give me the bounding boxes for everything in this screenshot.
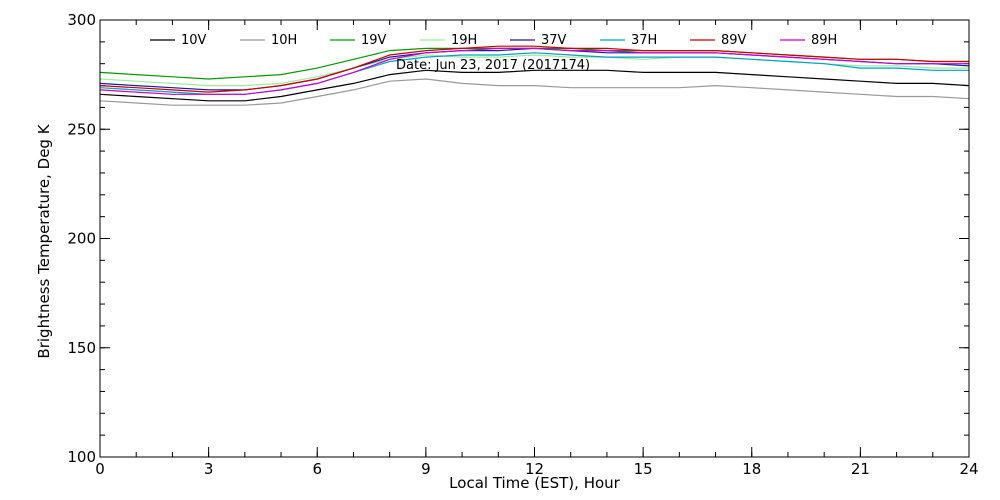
x-axis-title: Local Time (EST), Hour (449, 474, 620, 492)
series-line-10v (99, 69, 970, 102)
series-line-89h (99, 47, 969, 95)
legend-label-37h: 37H (631, 33, 657, 48)
series-line-89v (99, 45, 969, 93)
legend-label-37v: 37V (541, 33, 567, 48)
x-tick-labels: 0 3 6 9 12 15 18 21 24 (95, 460, 978, 478)
x-tick-label: 24 (959, 460, 978, 478)
x-tick-label: 3 (204, 460, 214, 478)
y-tick-label: 300 (67, 11, 96, 29)
y-tick-label: 100 (67, 448, 96, 466)
legend-label-89v: 89V (721, 33, 747, 48)
x-tick-label: 18 (742, 460, 761, 478)
x-tick-label: 15 (634, 460, 653, 478)
y-axis-title: Brightness Temperature, Deg K (35, 123, 53, 358)
legend-label-19v: 19V (361, 33, 387, 48)
date-annotation: Date: Jun 23, 2017 (2017174) (396, 58, 590, 73)
legend-label-89h: 89H (811, 33, 837, 48)
y-tick-labels: 100 150 200 250 300 (67, 11, 96, 466)
plot-frame (99, 19, 970, 458)
legend-label-10h: 10H (271, 33, 297, 48)
legend-label-10v: 10V (181, 33, 207, 48)
legend-label-19h: 19H (451, 33, 477, 48)
legend: 10V 10H 19V 19H 37V 37H 89V 89H (150, 33, 837, 48)
x-tick-label: 12 (525, 460, 544, 478)
x-tick-label: 9 (421, 460, 431, 478)
series-lines (99, 45, 970, 106)
y-tick-label: 250 (67, 120, 96, 138)
x-tick-label: 6 (312, 460, 322, 478)
y-tick-label: 200 (67, 230, 96, 248)
y-tick-label: 150 (67, 339, 96, 357)
x-tick-label: 21 (851, 460, 870, 478)
x-tick-label: 0 (95, 460, 105, 478)
series-line-10h (99, 78, 970, 106)
